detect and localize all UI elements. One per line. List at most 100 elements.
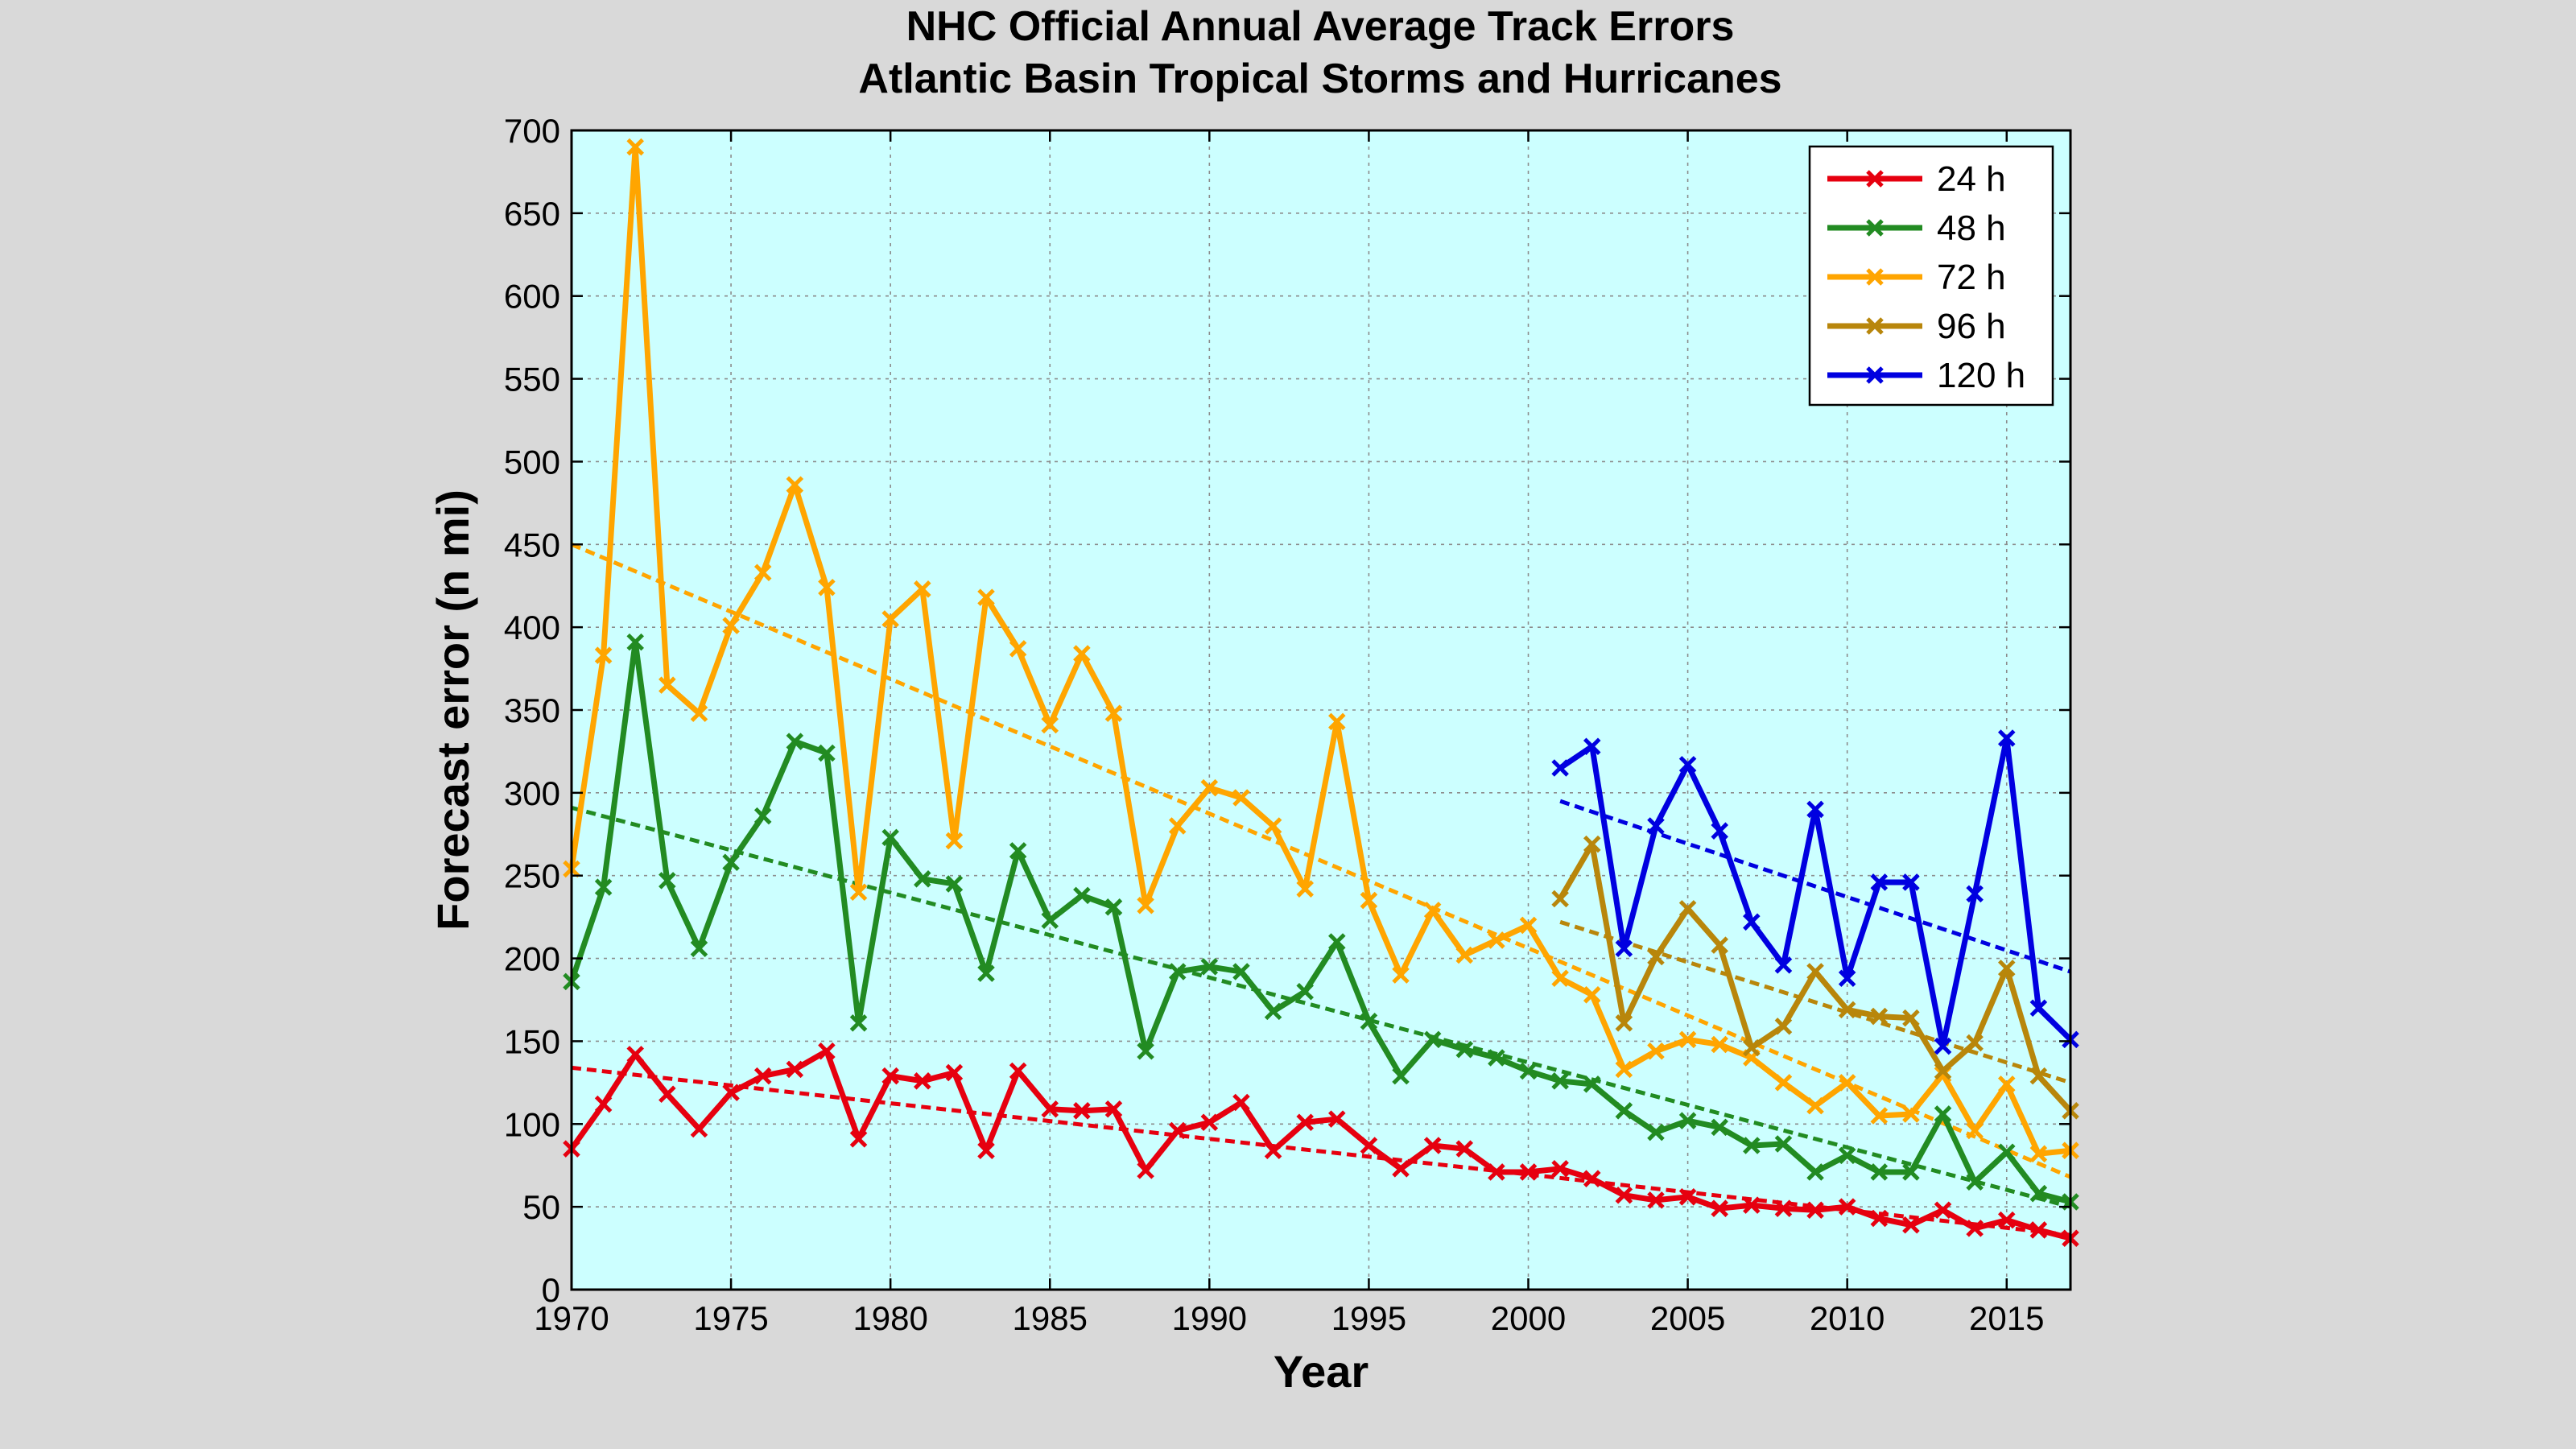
data-point bbox=[849, 1014, 868, 1032]
y-tick-label: 450 bbox=[504, 526, 560, 564]
data-point bbox=[1583, 1170, 1601, 1187]
data-point bbox=[1615, 1014, 1633, 1032]
data-point bbox=[1678, 900, 1697, 918]
data-point bbox=[1137, 1162, 1154, 1179]
data-point bbox=[1360, 1012, 1378, 1030]
data-point bbox=[1551, 1072, 1569, 1090]
data-point bbox=[690, 704, 708, 722]
data-point bbox=[1774, 1074, 1793, 1092]
data-point bbox=[1678, 1188, 1697, 1206]
data-point bbox=[1743, 1038, 1761, 1057]
data-point bbox=[1328, 712, 1346, 731]
data-point bbox=[1615, 1060, 1633, 1079]
data-point bbox=[1806, 1163, 1824, 1181]
y-tick-label: 100 bbox=[504, 1105, 560, 1143]
data-point bbox=[977, 964, 995, 982]
data-point bbox=[1997, 1143, 2016, 1162]
y-tick-label: 650 bbox=[504, 195, 560, 233]
y-tick-label: 200 bbox=[504, 940, 560, 978]
data-point bbox=[1392, 1067, 1410, 1085]
y-tick-label: 150 bbox=[504, 1022, 560, 1060]
legend: 24 h 48 h 72 h 96 h 120 h bbox=[1808, 145, 2054, 407]
data-point bbox=[1806, 963, 1824, 980]
data-point bbox=[1902, 1216, 1920, 1234]
data-point bbox=[1232, 963, 1250, 980]
data-point bbox=[1966, 1220, 1984, 1237]
data-point bbox=[1902, 1009, 1920, 1027]
y-tick-label: 350 bbox=[504, 691, 560, 729]
data-point bbox=[1997, 960, 2016, 977]
series-24h bbox=[563, 1042, 2079, 1247]
data-point bbox=[1296, 880, 1314, 898]
data-point bbox=[977, 588, 995, 606]
data-point bbox=[1934, 1201, 1952, 1220]
data-point bbox=[1838, 1146, 1856, 1165]
data-point bbox=[1232, 789, 1250, 807]
legend-item-48h: 48 h bbox=[1827, 208, 2006, 248]
data-point bbox=[1296, 1113, 1314, 1131]
data-point bbox=[1200, 1113, 1219, 1131]
x-axis-label: Year bbox=[1274, 1346, 1368, 1397]
x-tick-label: 1995 bbox=[1331, 1299, 1406, 1337]
data-point bbox=[818, 579, 836, 597]
data-point bbox=[594, 1095, 613, 1113]
data-point bbox=[1519, 916, 1538, 935]
data-point bbox=[1551, 890, 1569, 908]
data-point bbox=[849, 883, 868, 902]
data-point bbox=[1551, 1160, 1569, 1178]
data-point bbox=[1966, 1173, 1984, 1191]
data-point bbox=[1838, 969, 1856, 988]
chart-title-line-1: NHC Official Annual Average Track Errors bbox=[906, 3, 1735, 50]
data-point bbox=[945, 1063, 964, 1082]
data-point bbox=[1104, 898, 1123, 916]
x-axis-ticks: 1970 1975 1980 1985 1990 1995 2000 2005 2010 2015 bbox=[534, 130, 2044, 1337]
data-point bbox=[1711, 822, 1728, 840]
data-point bbox=[1806, 1201, 1824, 1220]
x-tick-label: 1985 bbox=[1013, 1299, 1088, 1337]
data-point bbox=[1041, 1100, 1059, 1118]
data-point bbox=[1647, 1191, 1665, 1209]
legend-label: 48 h bbox=[1937, 208, 2006, 248]
data-point bbox=[1519, 1163, 1538, 1181]
legend-marker bbox=[1866, 219, 1884, 237]
data-point bbox=[818, 744, 836, 762]
data-point bbox=[1997, 729, 2016, 747]
data-point bbox=[1711, 1035, 1728, 1054]
data-point bbox=[1647, 1123, 1665, 1141]
data-point bbox=[1009, 640, 1027, 658]
data-point bbox=[722, 853, 740, 872]
data-series bbox=[563, 138, 2079, 1247]
data-point bbox=[1647, 817, 1665, 835]
data-point bbox=[722, 1084, 740, 1101]
legend-marker bbox=[1866, 268, 1884, 286]
data-point bbox=[1423, 1030, 1442, 1049]
data-point bbox=[1137, 1042, 1154, 1060]
y-axis-ticks: 0 50 100 150 200 250 300 350 400 450 500 550 600 650 7… bbox=[504, 112, 2070, 1309]
trend-line-96h bbox=[1559, 919, 2071, 1085]
data-point bbox=[1902, 1105, 1920, 1123]
data-point bbox=[1392, 1160, 1410, 1178]
series-120h bbox=[1551, 729, 2079, 1055]
data-point bbox=[945, 875, 964, 893]
trend-line-72h bbox=[571, 542, 2071, 1179]
data-point bbox=[945, 832, 964, 850]
legend-label: 72 h bbox=[1937, 258, 2006, 297]
data-point bbox=[658, 1085, 676, 1104]
data-point bbox=[914, 1072, 931, 1090]
data-point bbox=[658, 676, 676, 694]
x-tick-label: 2010 bbox=[1810, 1299, 1885, 1337]
data-point bbox=[753, 1067, 772, 1085]
data-point bbox=[1551, 759, 1569, 777]
data-point bbox=[1902, 873, 1920, 891]
data-point bbox=[1583, 1075, 1601, 1093]
data-point bbox=[1806, 800, 1824, 819]
data-point bbox=[1743, 1137, 1761, 1154]
trend-line-48h bbox=[571, 805, 2071, 1209]
data-point bbox=[1966, 885, 1984, 903]
data-point bbox=[1997, 1211, 2016, 1229]
data-point bbox=[1711, 1199, 1728, 1217]
legend-label: 96 h bbox=[1937, 307, 2006, 346]
data-point bbox=[1009, 842, 1027, 860]
data-point bbox=[1966, 1034, 1984, 1052]
data-point bbox=[1073, 886, 1091, 905]
